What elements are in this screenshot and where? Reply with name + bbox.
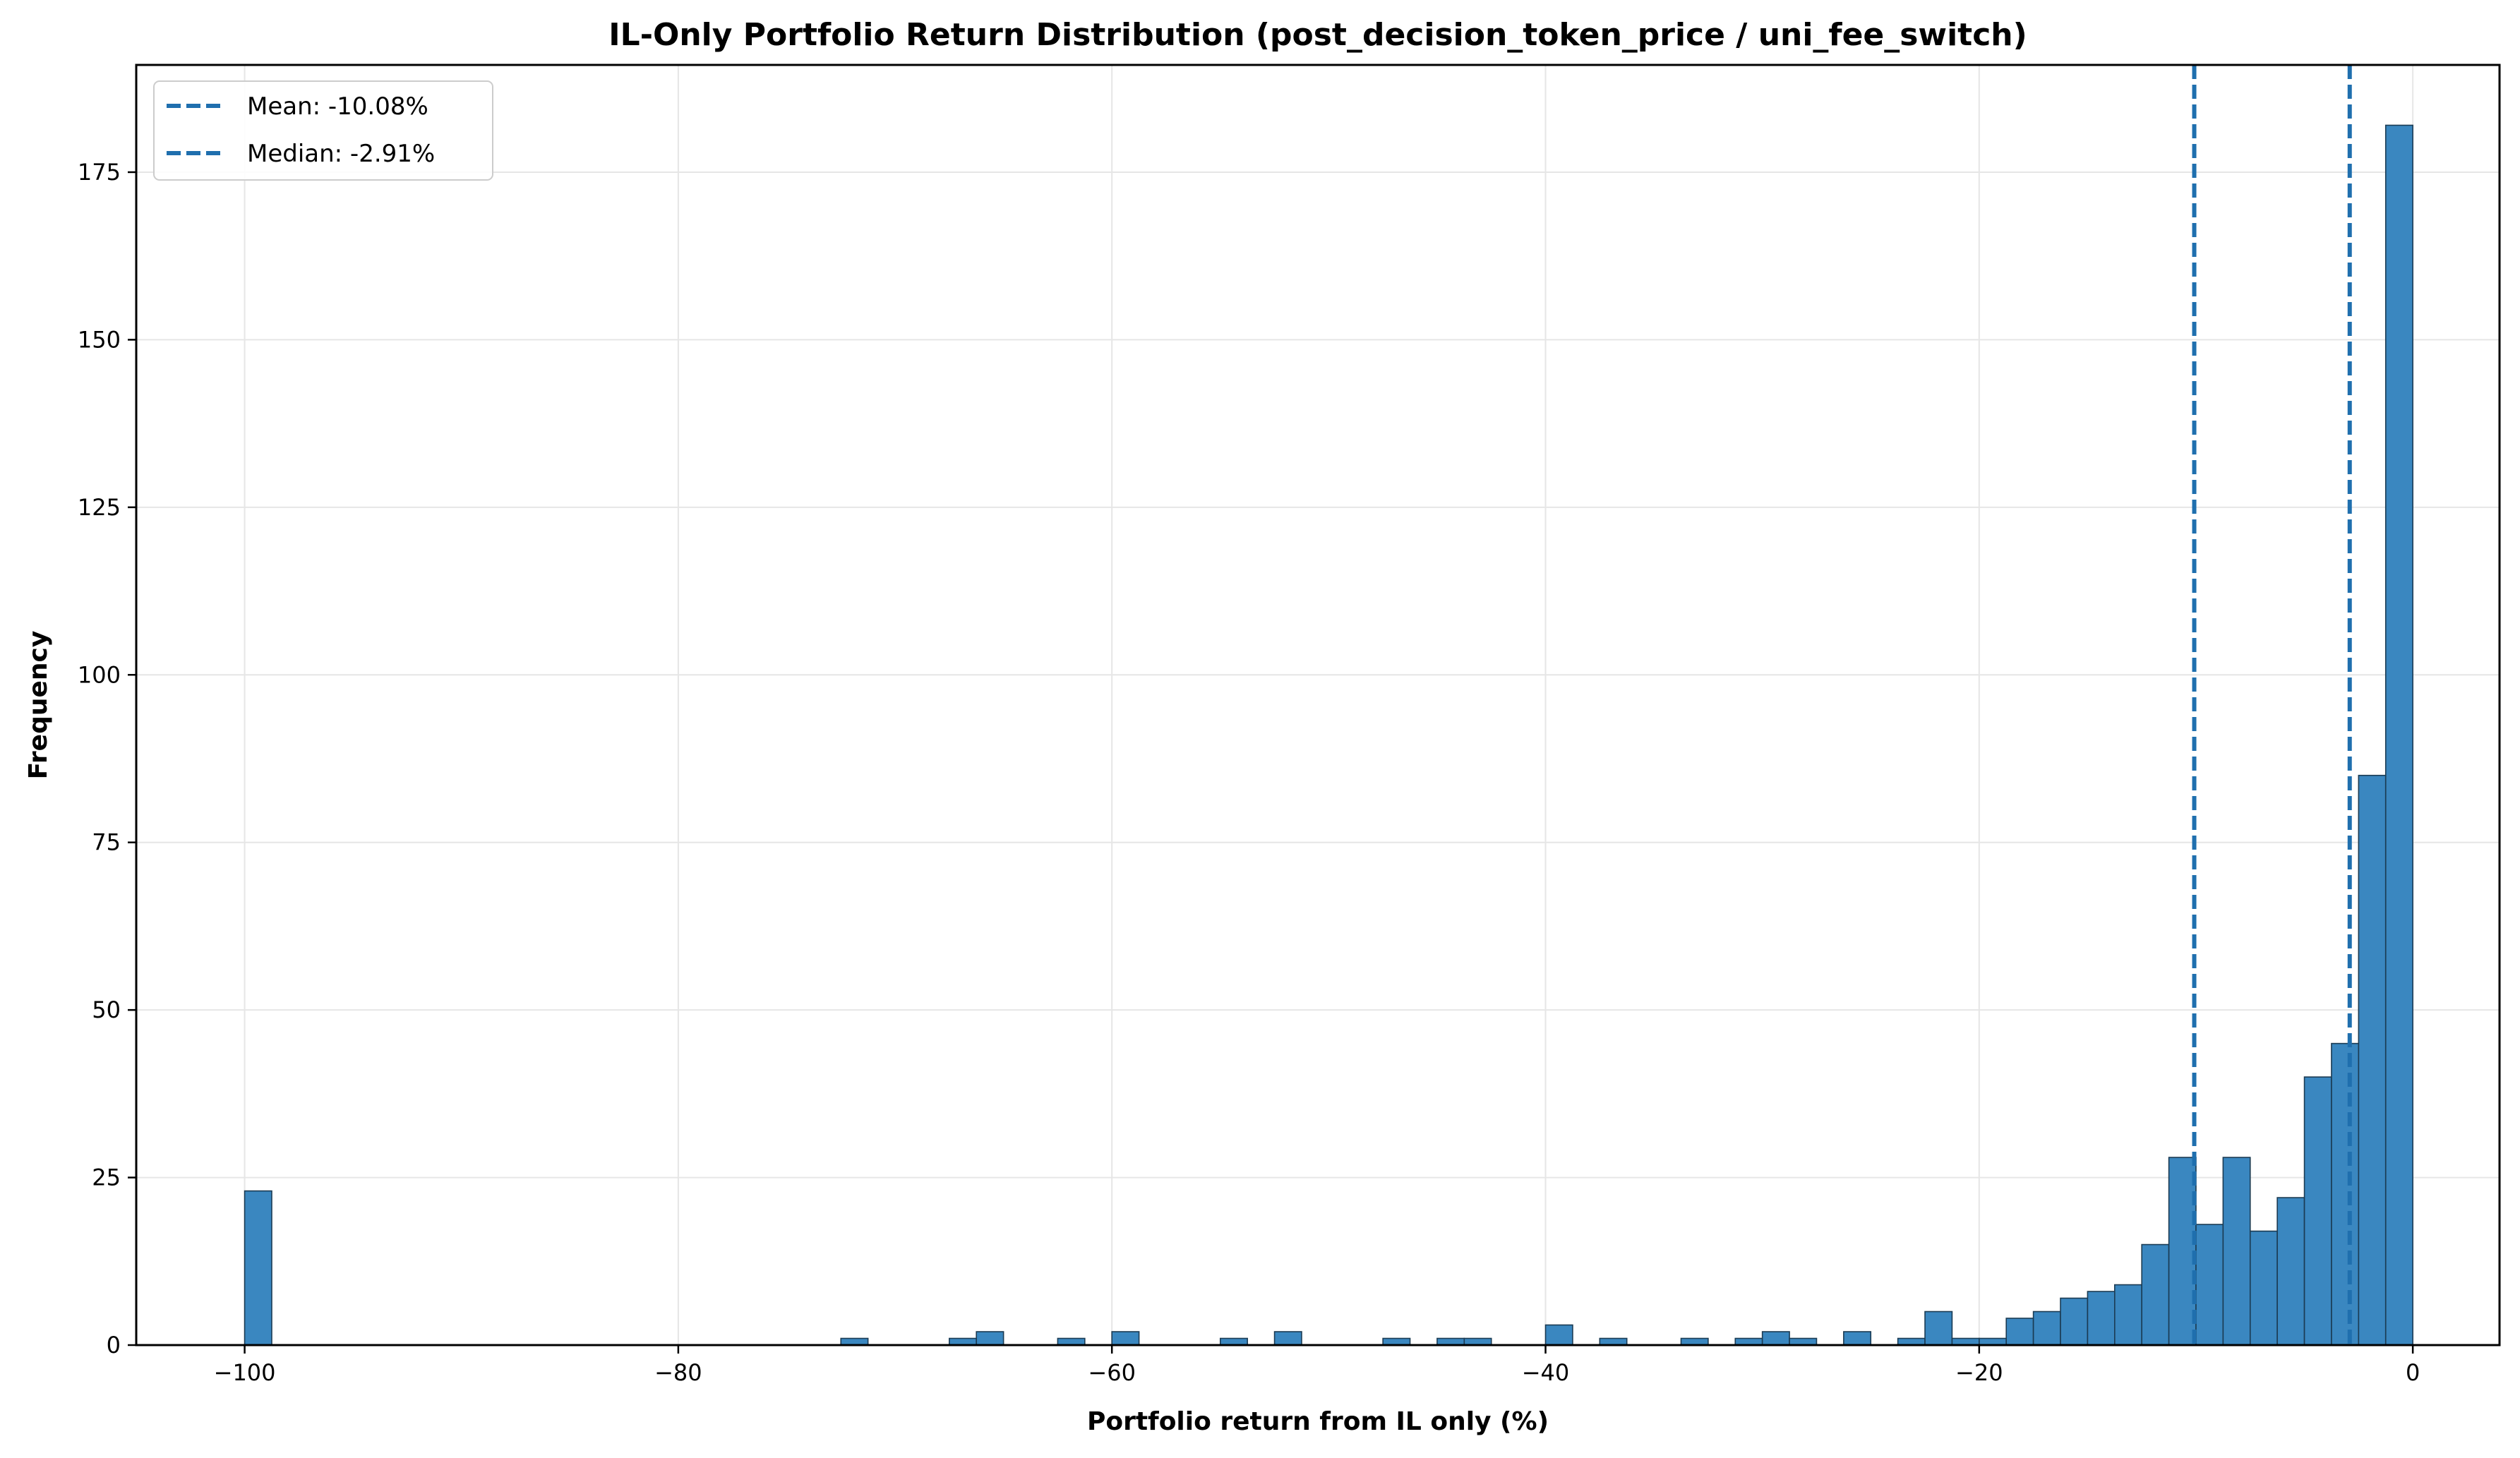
histogram-bar xyxy=(2005,1318,2034,1346)
x-tick-label: 0 xyxy=(2406,1359,2420,1386)
y-tick-label: 100 xyxy=(78,661,121,688)
histogram-bar xyxy=(1924,1311,1953,1346)
plot-area-frame xyxy=(135,64,2501,1346)
histogram-bar xyxy=(976,1331,1004,1346)
legend-box xyxy=(153,80,493,181)
histogram-bar xyxy=(2113,1284,2142,1346)
y-tick-label: 50 xyxy=(92,996,121,1023)
histogram-bar xyxy=(1111,1331,1140,1346)
histogram-bar xyxy=(2303,1076,2332,1346)
y-tick-label: 25 xyxy=(92,1164,121,1191)
histogram-bar xyxy=(2060,1297,2089,1346)
x-tick-label: −40 xyxy=(1522,1359,1570,1386)
chart-title: IL-Only Portfolio Return Distribution (p… xyxy=(608,17,2027,53)
histogram-bar xyxy=(2087,1291,2116,1346)
y-axis-ticks: 0 25 50 75 100 125 150 175 xyxy=(78,159,136,1358)
legend: Mean: -10.08% Median: -2.91% xyxy=(153,80,493,181)
histogram-bar xyxy=(2384,124,2413,1346)
histogram-bar xyxy=(1843,1331,1872,1346)
histogram-bar xyxy=(2276,1197,2305,1346)
x-tick-label: −100 xyxy=(214,1359,276,1386)
histogram-bar xyxy=(1761,1331,1790,1346)
histogram-bar xyxy=(2331,1042,2360,1346)
histogram-bar xyxy=(2141,1243,2170,1346)
histogram-bar xyxy=(2222,1157,2251,1346)
reference-lines xyxy=(2192,65,2352,1345)
x-tick-label: −20 xyxy=(1955,1359,2003,1386)
y-tick-label: 0 xyxy=(107,1332,121,1358)
histogram-bar xyxy=(2032,1311,2061,1346)
histogram-bar xyxy=(2168,1157,2197,1346)
y-tick-label: 150 xyxy=(78,326,121,353)
histogram-bar xyxy=(2358,774,2387,1346)
x-axis-ticks: −100 −80 −60 −40 −20 0 xyxy=(214,1345,2420,1386)
histogram-bar xyxy=(1273,1331,1302,1346)
y-axis-label: Frequency xyxy=(24,631,53,780)
histogram-bar xyxy=(2249,1230,2278,1346)
x-axis-label: Portfolio return from IL only (%) xyxy=(1087,1407,1549,1436)
legend-label-mean: Mean: -10.08% xyxy=(247,92,428,121)
histogram-bar xyxy=(2195,1224,2224,1346)
x-tick-label: −60 xyxy=(1088,1359,1136,1386)
y-tick-label: 125 xyxy=(78,494,121,521)
y-tick-label: 75 xyxy=(92,829,121,856)
histogram-bar xyxy=(244,1190,272,1346)
legend-label-median: Median: -2.91% xyxy=(247,140,435,168)
histogram-bars xyxy=(244,124,2413,1346)
y-tick-label: 175 xyxy=(78,159,121,186)
x-tick-label: −80 xyxy=(654,1359,702,1386)
histogram-bar xyxy=(1544,1324,1573,1346)
